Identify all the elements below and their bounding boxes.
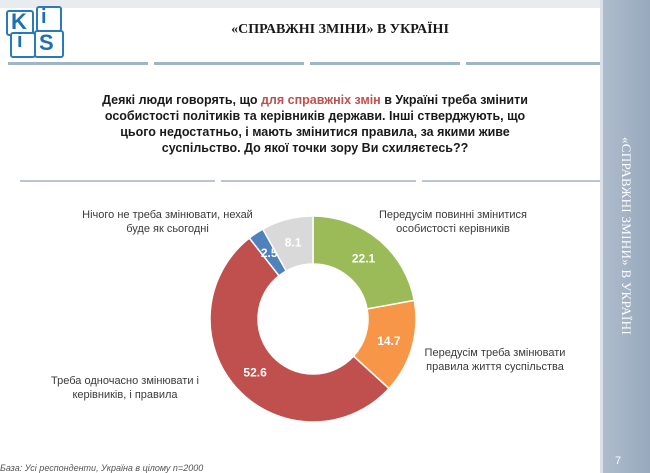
title-divider xyxy=(8,62,600,65)
slice-label-leaders: Передусім повинні змінитися особистості … xyxy=(379,209,527,235)
sidebar xyxy=(603,0,650,473)
donut-value-label-2: 52.6 xyxy=(243,366,267,380)
question-text-after: в Україні треба змінити особистості полі… xyxy=(104,93,528,155)
slice-label-nothing: Нічого не треба змінювати, нехай буде як… xyxy=(82,209,253,235)
kiis-logo: K i i S xyxy=(6,6,66,58)
question-divider-right xyxy=(422,180,600,182)
donut-svg: 22.114.752.62.58.1 xyxy=(209,215,417,423)
slice-label-rules: Передусім треба змінювати правила життя … xyxy=(424,347,566,373)
donut-value-label-4: 8.1 xyxy=(285,236,302,250)
page-title: «СПРАВЖНІ ЗМІНИ» В УКРАЇНІ xyxy=(231,22,449,37)
donut-slice-2 xyxy=(209,236,391,423)
donut-value-label-1: 14.7 xyxy=(377,334,401,348)
question-text-before: Деякі люди говорять, що xyxy=(102,93,261,107)
donut-slice-4 xyxy=(261,215,314,272)
top-frame-band xyxy=(0,0,650,8)
logo-letter-i1: i xyxy=(41,6,47,28)
slice-label-both: Треба одночасно змінювати і керівників, … xyxy=(51,375,199,401)
logo-letter-k: K xyxy=(11,9,27,34)
question-highlight: для справжніх змін xyxy=(261,93,381,107)
donut-value-label-0: 22.1 xyxy=(352,251,376,265)
survey-question: Деякі люди говорять, що для справжніх зм… xyxy=(95,92,535,156)
base-footnote: База: Усі респонденти, Україна в цілому … xyxy=(0,463,204,473)
sidebar-title: «СПРАВЖНІ ЗМІНИ» В УКРАЇНІ xyxy=(619,136,634,336)
logo-letter-i2: i xyxy=(17,30,23,52)
page-number: 7 xyxy=(614,455,622,467)
donut-chart: 22.1 14.7 52.6 2.5 8.1 Передусім повинні змі… xyxy=(0,190,600,460)
logo-letter-s: S xyxy=(39,30,54,55)
question-divider-middle xyxy=(221,180,416,182)
question-divider-left xyxy=(20,180,215,182)
sidebar-divider xyxy=(600,0,603,473)
